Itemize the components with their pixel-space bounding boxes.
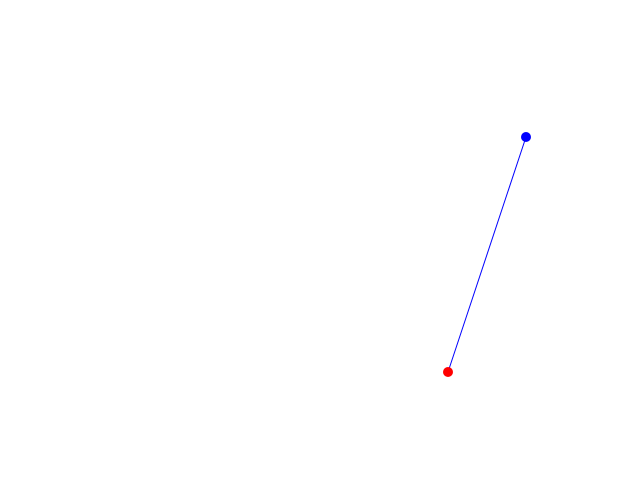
connector-line [447, 136, 527, 373]
blue-dot-handle[interactable] [521, 132, 531, 142]
red-dot-handle[interactable] [443, 367, 453, 377]
